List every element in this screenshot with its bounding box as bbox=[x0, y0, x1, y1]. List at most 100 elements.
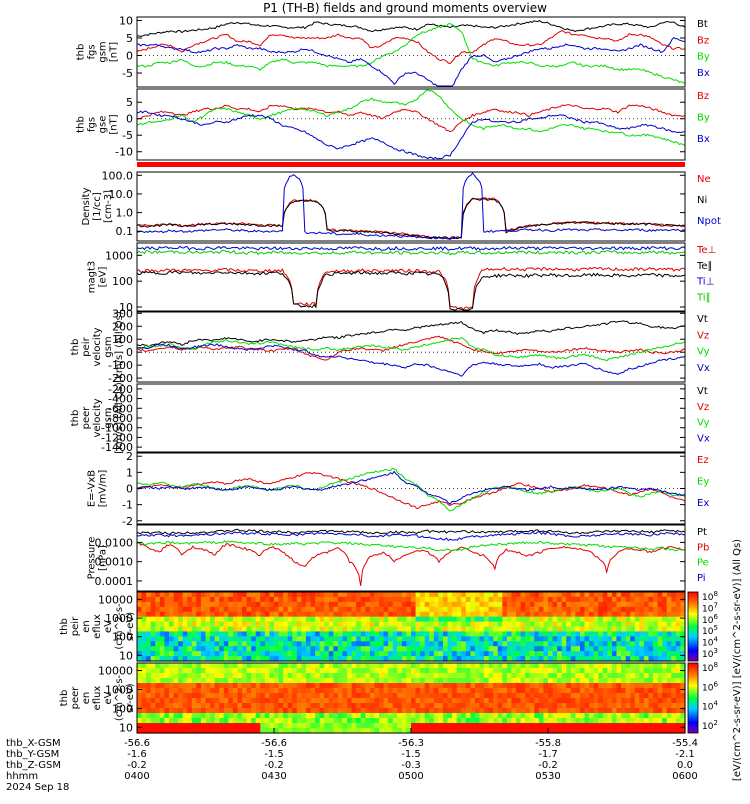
heatmap-cell bbox=[342, 641, 348, 647]
heatmap-cell bbox=[529, 601, 535, 608]
heatmap-cell bbox=[548, 713, 554, 719]
heatmap-cell bbox=[593, 698, 599, 704]
heatmap-cell bbox=[511, 616, 517, 623]
heatmap-cell bbox=[246, 601, 252, 608]
heatmap-cell bbox=[452, 713, 458, 719]
heatmap-cell bbox=[561, 723, 567, 729]
heatmap-cell bbox=[369, 678, 376, 684]
heatmap-cell bbox=[374, 713, 380, 719]
heatmap-cell bbox=[543, 673, 549, 679]
heatmap-cell bbox=[159, 651, 165, 657]
heatmap-cell bbox=[333, 718, 339, 724]
heatmap-cell bbox=[584, 631, 590, 637]
heatmap-cell bbox=[502, 688, 508, 694]
heatmap-cell bbox=[205, 592, 211, 598]
heatmap-cell bbox=[173, 606, 179, 613]
heatmap-cell bbox=[671, 688, 677, 694]
heatmap-cell bbox=[392, 718, 398, 724]
heatmap-cell bbox=[196, 646, 202, 652]
heatmap-cell bbox=[210, 601, 216, 608]
heatmap-cell bbox=[557, 646, 563, 652]
heatmap-cell bbox=[319, 728, 325, 734]
heatmap-cell bbox=[251, 596, 257, 603]
heatmap-cell bbox=[579, 683, 586, 689]
heatmap-cell bbox=[648, 668, 654, 674]
heatmap-cell bbox=[374, 668, 380, 674]
heatmap-cell bbox=[200, 698, 207, 704]
heatmap-cell bbox=[511, 621, 517, 628]
heatmap-cell bbox=[219, 698, 225, 704]
heatmap-cell bbox=[159, 636, 165, 642]
heatmap-cell bbox=[401, 601, 408, 608]
heatmap-cell bbox=[497, 718, 503, 724]
heatmap-cell bbox=[493, 683, 499, 689]
heatmap-cell bbox=[420, 718, 426, 724]
heatmap-cell bbox=[653, 592, 659, 598]
heatmap-cell bbox=[420, 611, 426, 618]
heatmap-cell bbox=[634, 616, 640, 623]
heatmap-cell bbox=[534, 703, 540, 709]
heatmap-cell bbox=[406, 636, 412, 642]
y-axis-label: [eV] bbox=[98, 267, 109, 288]
heatmap-cell bbox=[305, 668, 312, 674]
heatmap-cell bbox=[570, 646, 576, 652]
heatmap-cell bbox=[621, 596, 627, 603]
heatmap-cell bbox=[561, 621, 567, 628]
heatmap-cell bbox=[365, 683, 371, 689]
heatmap-cell bbox=[420, 683, 426, 689]
heatmap-cell bbox=[570, 626, 576, 633]
heatmap-cell bbox=[648, 663, 654, 669]
heatmap-cell bbox=[159, 646, 165, 652]
heatmap-cell bbox=[538, 693, 545, 699]
heatmap-cell bbox=[365, 641, 371, 647]
heatmap-cell bbox=[616, 601, 622, 608]
heatmap-cell bbox=[506, 641, 513, 647]
heatmap-cell bbox=[246, 708, 252, 714]
heatmap-cell bbox=[520, 601, 526, 608]
heatmap-cell bbox=[502, 668, 508, 674]
heatmap-cell bbox=[264, 592, 271, 598]
heatmap-cell bbox=[237, 673, 243, 679]
heatmap-cell bbox=[456, 703, 462, 709]
heatmap-cell bbox=[520, 663, 526, 669]
heatmap-cell bbox=[141, 651, 147, 657]
heatmap-cell bbox=[566, 663, 572, 669]
heatmap-cell bbox=[497, 663, 503, 669]
heatmap-cell bbox=[666, 636, 672, 642]
heatmap-cell bbox=[146, 611, 152, 618]
heatmap-cell bbox=[214, 698, 220, 704]
heatmap-cell bbox=[305, 641, 312, 647]
heatmap-cell bbox=[374, 708, 380, 714]
heatmap-cell bbox=[406, 718, 412, 724]
heatmap-cell bbox=[639, 636, 645, 642]
heatmap-cell bbox=[150, 616, 156, 623]
heatmap-cell bbox=[593, 688, 599, 694]
heatmap-cell bbox=[274, 728, 280, 734]
heatmap-cell bbox=[465, 718, 471, 724]
heatmap-cell bbox=[315, 592, 321, 598]
series-line-Bx bbox=[137, 110, 686, 160]
heatmap-cell bbox=[319, 723, 325, 729]
heatmap-cell bbox=[621, 708, 627, 714]
heatmap-cell bbox=[497, 636, 503, 642]
series-line-Bz bbox=[136, 104, 686, 133]
heatmap-cell bbox=[465, 698, 471, 704]
heatmap-cell bbox=[506, 592, 513, 598]
heatmap-cell bbox=[488, 703, 494, 709]
heatmap-cell bbox=[369, 718, 376, 724]
heatmap-cell bbox=[584, 728, 590, 734]
heatmap-cell bbox=[351, 611, 357, 618]
heatmap-cell bbox=[324, 678, 330, 684]
heatmap-cell bbox=[415, 636, 421, 642]
heatmap-cell bbox=[593, 693, 599, 699]
heatmap-cell bbox=[616, 626, 622, 633]
heatmap-cell bbox=[552, 693, 558, 699]
series-line-Te∥ bbox=[136, 270, 686, 311]
heatmap-cell bbox=[219, 606, 225, 613]
heatmap-cell bbox=[616, 606, 622, 613]
legend-Vz: Vz bbox=[697, 402, 709, 413]
heatmap-cell bbox=[438, 698, 444, 704]
heatmap-cell bbox=[474, 698, 481, 704]
heatmap-cell bbox=[529, 683, 535, 689]
heatmap-cell bbox=[616, 668, 622, 674]
